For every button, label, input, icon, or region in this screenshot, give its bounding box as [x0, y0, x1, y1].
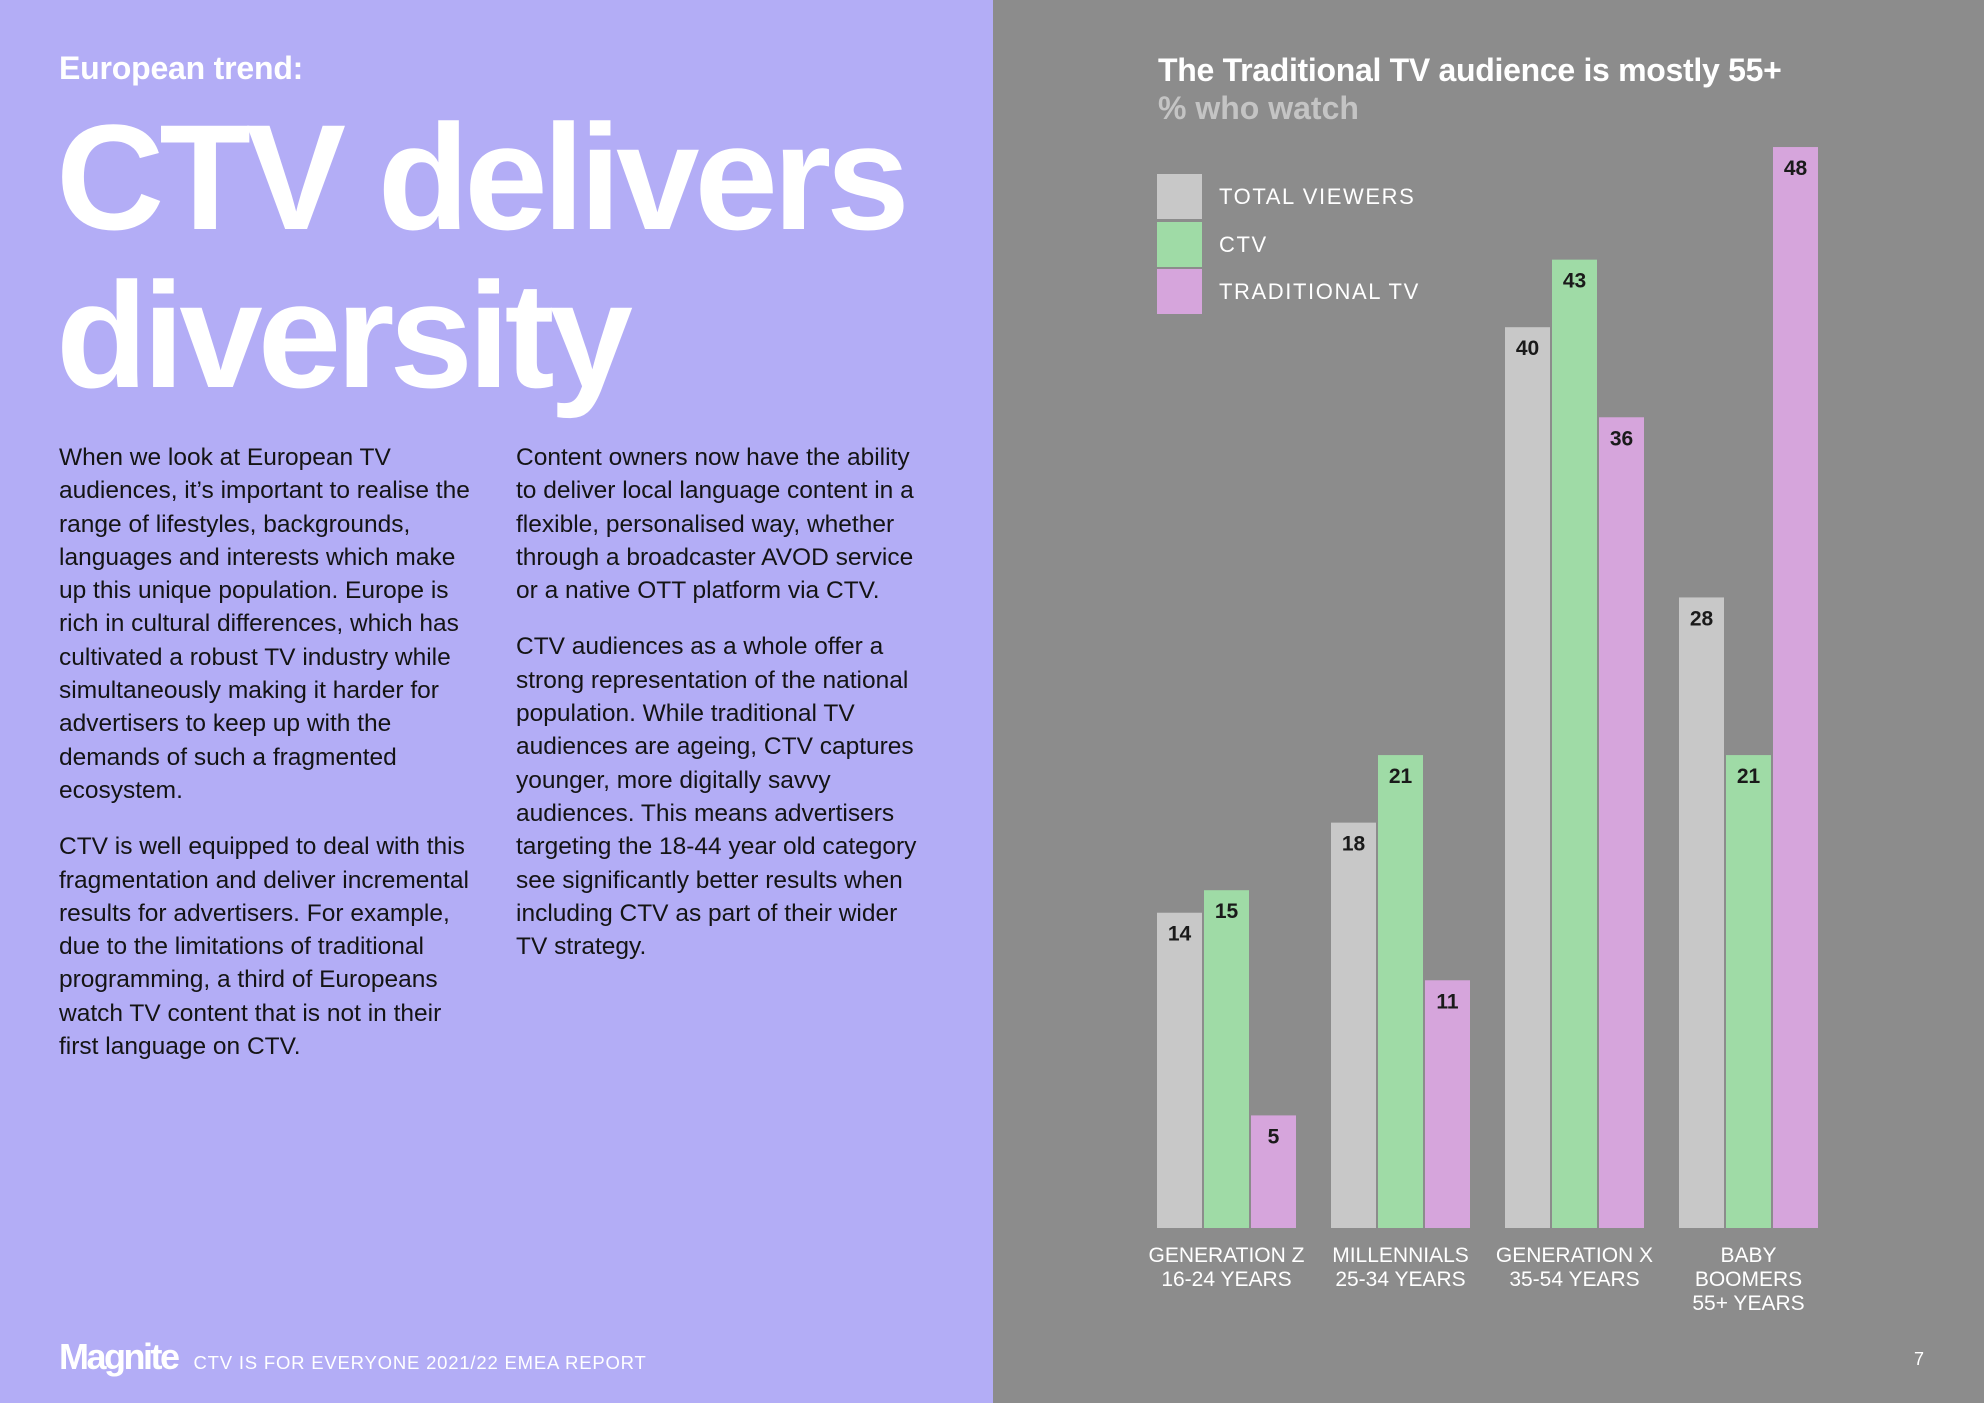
- page-number: 7: [1914, 1349, 1925, 1369]
- headline-line-2: diversity: [56, 251, 633, 419]
- data-label: 40: [1516, 337, 1539, 360]
- chart-title: The Traditional TV audience is mostly 55…: [1158, 52, 1782, 88]
- chart-subtitle: % who watch: [1158, 90, 1359, 126]
- category-label: 25-34 YEARS: [1335, 1268, 1465, 1291]
- bar-chart: 14 18 40 28 15 21 43 21 5 11 36 48 GENERATION Z16-24…: [1149, 147, 1818, 1315]
- bar: [1157, 912, 1202, 1228]
- bar: [1251, 1115, 1296, 1228]
- category-label: GENERATION X: [1496, 1244, 1653, 1267]
- legend-swatch: [1157, 269, 1202, 314]
- bar: [1378, 755, 1423, 1228]
- legend-item-traditional-tv: TRADITIONAL TV: [1157, 269, 1420, 314]
- legend-item-ctv: CTV: [1157, 222, 1268, 267]
- body-column-2: Content owners now have the ability to d…: [516, 441, 926, 986]
- bar: [1679, 597, 1724, 1228]
- magnite-logo: Magnite: [59, 1336, 180, 1377]
- legend-label: TRADITIONAL TV: [1219, 278, 1420, 304]
- legend-swatch: [1157, 222, 1202, 267]
- data-label: 21: [1737, 765, 1761, 788]
- data-label: 28: [1690, 607, 1714, 630]
- data-label: 14: [1168, 923, 1192, 946]
- body-column-1: When we look at European TV audiences, i…: [59, 441, 479, 1086]
- paragraph: CTV audiences as a whole offer a strong …: [516, 633, 917, 961]
- category-label: 16-24 YEARS: [1161, 1268, 1291, 1291]
- category-label: MILLENNIALS: [1332, 1244, 1469, 1267]
- paragraph: When we look at European TV audiences, i…: [59, 444, 470, 804]
- category-label: 55+ YEARS: [1692, 1292, 1804, 1315]
- data-label: 18: [1342, 833, 1366, 856]
- bar: [1331, 822, 1376, 1228]
- bar: [1599, 417, 1644, 1228]
- bar: [1773, 147, 1818, 1228]
- data-label: 43: [1563, 270, 1586, 293]
- eyebrow: European trend:: [59, 50, 304, 86]
- legend-item-total-viewers: TOTAL VIEWERS: [1157, 174, 1415, 219]
- legend-label: TOTAL VIEWERS: [1219, 183, 1416, 209]
- bar: [1505, 327, 1550, 1228]
- data-label: 15: [1215, 900, 1239, 923]
- bar: [1726, 755, 1771, 1228]
- data-label: 36: [1610, 427, 1633, 450]
- data-label: 48: [1784, 157, 1808, 180]
- bar: [1204, 890, 1249, 1228]
- footer: Magnite CTV IS FOR EVERYONE 2021/22 EMEA…: [59, 1336, 647, 1378]
- category-label: BABY: [1720, 1244, 1776, 1267]
- bar: [1425, 980, 1470, 1228]
- chart-panel: 14 18 40 28 15 21 43 21 5 11 36 48 GENERATION Z 16-24…: [993, 0, 1984, 1403]
- data-label: 11: [1436, 990, 1459, 1013]
- data-label: 21: [1389, 765, 1413, 788]
- report-title: CTV IS FOR EVERYONE 2021/22 EMEA REPORT: [193, 1352, 647, 1373]
- legend-swatch: [1157, 174, 1202, 219]
- bar: [1552, 259, 1597, 1228]
- category-label: BOOMERS: [1695, 1268, 1802, 1291]
- page-title: CTV delivers diversity: [56, 98, 976, 414]
- data-label: 5: [1268, 1125, 1280, 1148]
- paragraph: CTV is well equipped to deal with this f…: [59, 833, 469, 1061]
- headline-line-1: CTV delivers: [56, 93, 910, 261]
- category-label: GENERATION Z: [1149, 1244, 1305, 1267]
- left-panel: European trend: CTV delivers diversity W…: [0, 0, 993, 1403]
- category-label: 35-54 YEARS: [1509, 1268, 1639, 1291]
- paragraph: Content owners now have the ability to d…: [516, 444, 914, 605]
- legend-label: CTV: [1219, 231, 1268, 257]
